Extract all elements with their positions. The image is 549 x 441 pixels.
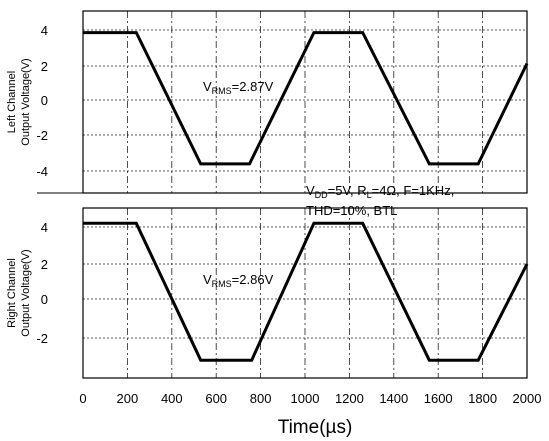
- x-tick-label: 1600: [424, 391, 453, 406]
- waveform-lines: [83, 31, 529, 362]
- condition-segment: DD: [315, 190, 328, 200]
- y-tick-label: -2: [36, 331, 48, 346]
- y-axis-label-line1: Right Channel: [6, 258, 18, 328]
- x-tick-label: 200: [117, 391, 139, 406]
- condition-segment: THD=10%, BTL: [306, 203, 397, 218]
- y-tick-label: 0: [41, 93, 48, 108]
- y-tick-label: 0: [41, 292, 48, 307]
- vrms-value: =2.86V: [232, 272, 274, 287]
- y-axis-label-line2: Output Voltage(V): [20, 249, 32, 336]
- vrms-annotation: VRMS=2.86V: [203, 272, 274, 289]
- vrms-prefix: V: [203, 79, 212, 94]
- panel-frame: [82, 10, 528, 194]
- y-axis-label-line2: Output Voltage(V): [20, 58, 32, 145]
- x-tick-label: 1200: [335, 391, 364, 406]
- vrms-value: =2.87V: [232, 79, 274, 94]
- waveform-line: [83, 221, 529, 362]
- waveform-line: [83, 31, 529, 166]
- vrms-prefix: V: [203, 272, 212, 287]
- y-tick-label: 4: [41, 220, 48, 235]
- chart-frame: [37, 10, 528, 379]
- vrms-annotation: VRMS=2.87V: [203, 79, 274, 96]
- y-tick-label: -4: [36, 164, 48, 179]
- y-axis-label-line1: Left Channel: [6, 71, 18, 133]
- x-tick-label: 2000: [513, 391, 542, 406]
- x-tick-label: 400: [161, 391, 183, 406]
- x-tick-label: 800: [250, 391, 272, 406]
- condition-segment: =4Ω, F=1KHz,: [372, 183, 455, 198]
- x-axis-label: Time(µs): [278, 417, 353, 438]
- condition-segment: =5V, R: [328, 183, 367, 198]
- condition-segment: L: [367, 190, 372, 200]
- x-tick-label: 1000: [291, 391, 320, 406]
- condition-segment: V: [306, 183, 315, 198]
- y-tick-label: 2: [41, 257, 48, 272]
- x-tick-label: 0: [79, 391, 86, 406]
- test-conditions-line: THD=10%, BTL: [306, 203, 397, 218]
- y-tick-label: 4: [41, 23, 48, 38]
- vrms-subscript: RMS: [212, 279, 232, 289]
- x-tick-label: 1400: [379, 391, 408, 406]
- y-tick-label: 2: [41, 59, 48, 74]
- test-conditions-line: VDD=5V, RL=4Ω, F=1KHz,: [306, 183, 454, 200]
- y-tick-label: -2: [36, 128, 48, 143]
- x-tick-label: 1800: [468, 391, 497, 406]
- vrms-subscript: RMS: [212, 86, 232, 96]
- panel-frame: [82, 207, 528, 379]
- chart-grid: [83, 11, 527, 378]
- x-tick-label: 600: [205, 391, 227, 406]
